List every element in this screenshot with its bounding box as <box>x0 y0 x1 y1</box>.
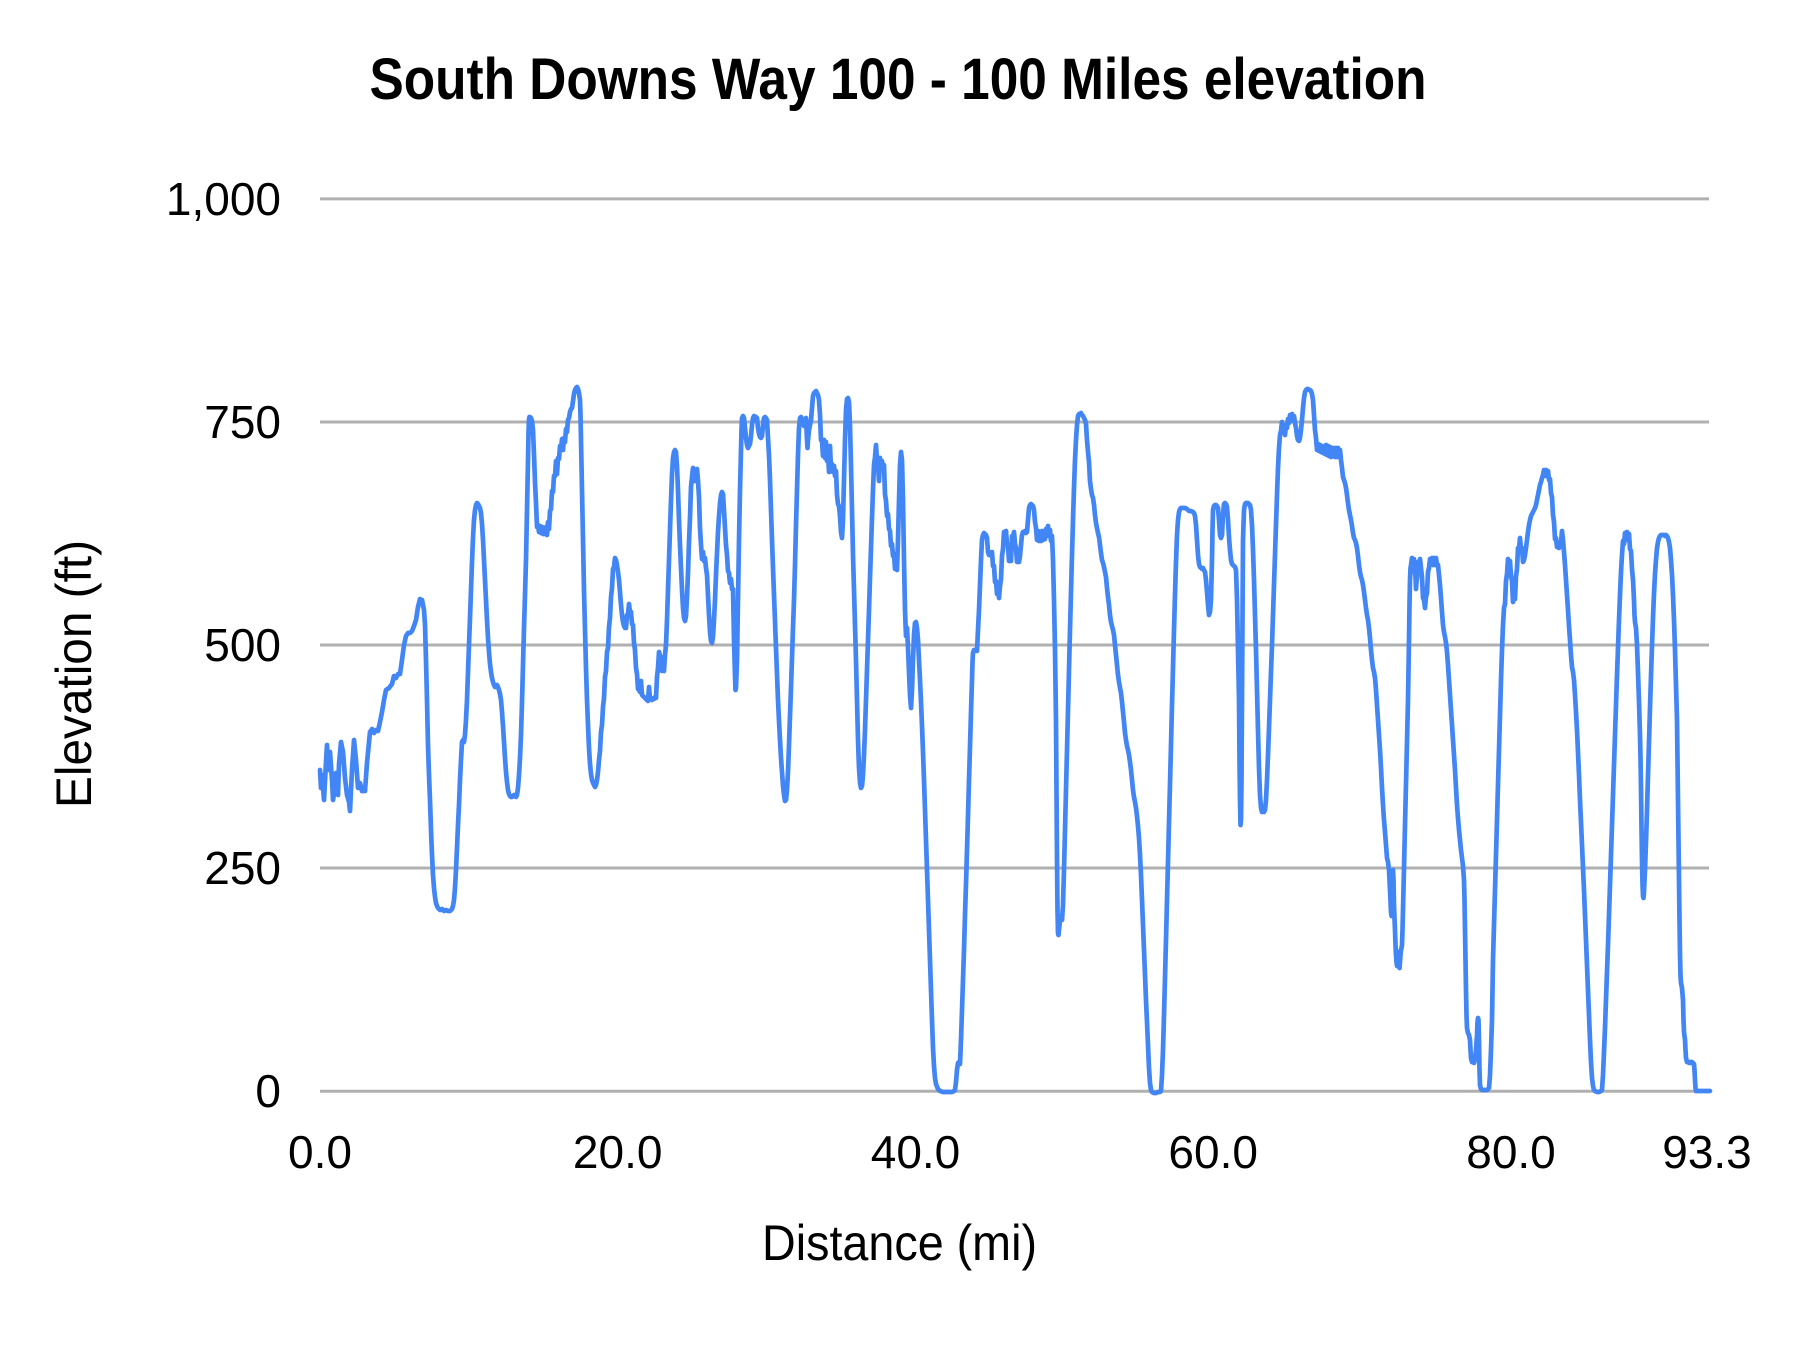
svg-text:Distance (mi): Distance (mi) <box>762 1215 1037 1271</box>
svg-text:1,000: 1,000 <box>166 173 281 225</box>
svg-text:0: 0 <box>255 1065 281 1117</box>
svg-text:500: 500 <box>204 619 281 671</box>
svg-text:40.0: 40.0 <box>871 1126 961 1178</box>
svg-text:20.0: 20.0 <box>573 1126 663 1178</box>
svg-text:South Downs Way 100 - 100 Mile: South Downs Way 100 - 100 Miles elevatio… <box>370 47 1427 112</box>
svg-text:0.0: 0.0 <box>288 1126 352 1178</box>
svg-text:80.0: 80.0 <box>1466 1126 1556 1178</box>
svg-text:250: 250 <box>204 842 281 894</box>
svg-text:60.0: 60.0 <box>1168 1126 1258 1178</box>
svg-text:Elevation (ft): Elevation (ft) <box>46 540 102 808</box>
svg-text:93.3: 93.3 <box>1662 1126 1752 1178</box>
svg-text:750: 750 <box>204 396 281 448</box>
